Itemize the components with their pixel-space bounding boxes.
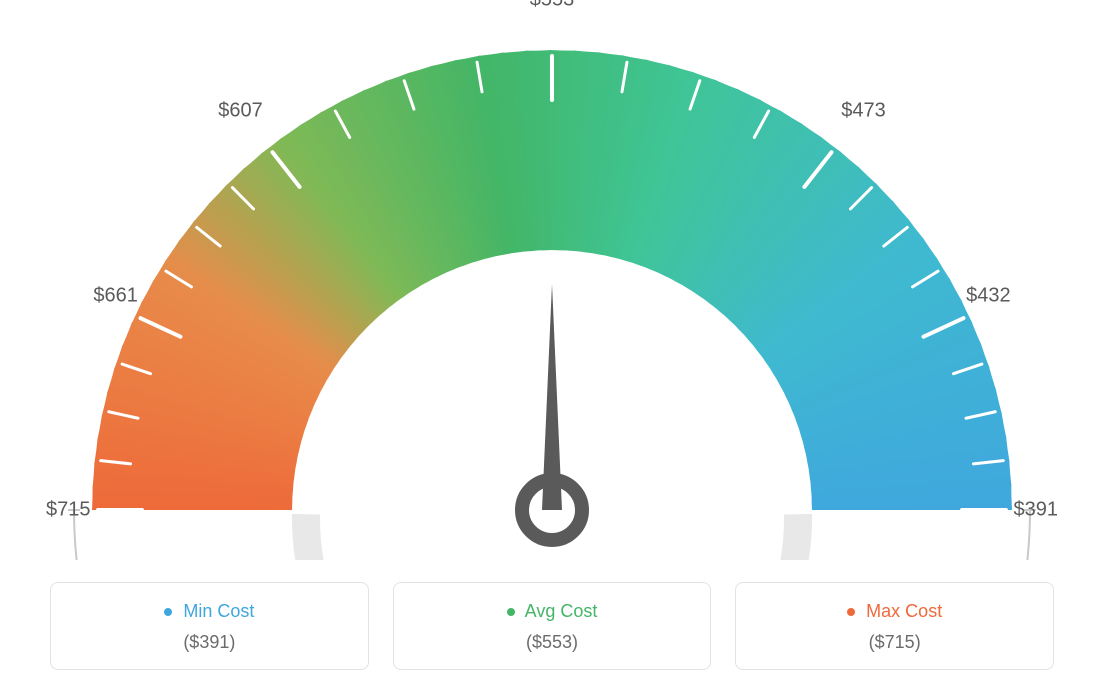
gauge-svg: $391 $432 $473 $553 $607 $661 $715 <box>0 0 1104 560</box>
svg-text:$432: $432 <box>966 284 1011 306</box>
svg-text:$661: $661 <box>93 284 138 306</box>
legend-card-max: Max Cost ($715) <box>735 582 1054 670</box>
svg-text:$715: $715 <box>46 498 91 520</box>
legend-card-min: Min Cost ($391) <box>50 582 369 670</box>
svg-text:$391: $391 <box>1014 498 1059 520</box>
legend-value-avg: ($553) <box>404 632 701 653</box>
legend-label-avg: Avg Cost <box>525 601 598 621</box>
legend-label-max: Max Cost <box>866 601 942 621</box>
dot-max <box>847 608 855 616</box>
dot-min <box>164 608 172 616</box>
svg-text:$607: $607 <box>218 100 263 122</box>
gauge-chart: $391 $432 $473 $553 $607 $661 $715 <box>0 0 1104 560</box>
svg-text:$553: $553 <box>530 0 575 10</box>
legend-card-avg: Avg Cost ($553) <box>393 582 712 670</box>
legend-row: Min Cost ($391) Avg Cost ($553) Max Cost… <box>50 582 1054 670</box>
legend-title-min: Min Cost <box>61 601 358 622</box>
legend-label-min: Min Cost <box>183 601 254 621</box>
legend-title-avg: Avg Cost <box>404 601 701 622</box>
dot-avg <box>507 608 515 616</box>
legend-value-max: ($715) <box>746 632 1043 653</box>
svg-text:$473: $473 <box>841 100 886 122</box>
legend-value-min: ($391) <box>61 632 358 653</box>
legend-title-max: Max Cost <box>746 601 1043 622</box>
